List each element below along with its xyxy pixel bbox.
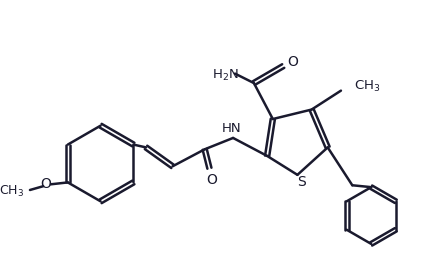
Text: O: O [206, 173, 217, 187]
Text: O: O [41, 177, 51, 191]
Text: $\mathregular{H_2N}$: $\mathregular{H_2N}$ [212, 68, 239, 83]
Text: S: S [297, 175, 306, 189]
Text: O: O [287, 55, 298, 69]
Text: $\mathregular{CH_3}$: $\mathregular{CH_3}$ [0, 184, 24, 199]
Text: $\mathregular{CH_3}$: $\mathregular{CH_3}$ [354, 79, 380, 95]
Text: HN: HN [221, 122, 241, 135]
